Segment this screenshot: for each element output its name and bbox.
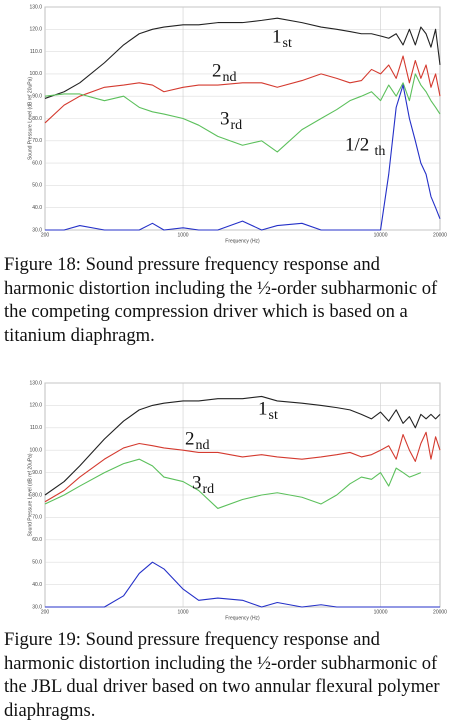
annotation-subscript: rd xyxy=(203,482,215,497)
x-tick-label: 20000 xyxy=(433,232,447,238)
x-axis-label: Frequency (Hz) xyxy=(225,238,260,244)
annotation-subscript: rd xyxy=(231,118,243,133)
y-tick-label: 70.0 xyxy=(32,515,42,521)
y-tick-label: 120.0 xyxy=(29,27,42,33)
x-tick-label: 20000 xyxy=(433,609,447,615)
y-axis-label: Sound Pressure Level (dB ref 20uPa) xyxy=(27,77,33,160)
y-tick-label: 90.0 xyxy=(32,470,42,476)
y-tick-label: 40.0 xyxy=(32,205,42,211)
series-line xyxy=(45,84,441,231)
series-line xyxy=(44,17,441,99)
annotation-text: 1/2 xyxy=(345,134,369,155)
y-tick-label: 70.0 xyxy=(32,138,42,144)
y-tick-label: 100.0 xyxy=(29,71,42,77)
series-line xyxy=(45,561,440,608)
y-tick-label: 30.0 xyxy=(32,227,42,233)
x-tick-label: 1000 xyxy=(177,232,188,238)
annotation: 1/2 th xyxy=(345,134,385,159)
x-tick-label: 1000 xyxy=(177,609,188,615)
annotation-text: 3 xyxy=(220,108,230,129)
x-axis-label: Frequency (Hz) xyxy=(225,615,260,621)
y-tick-label: 110.0 xyxy=(30,425,42,431)
annotation-text: 1 xyxy=(272,26,282,47)
x-tick-label: 200 xyxy=(41,232,50,238)
y-axis-label: Sound Pressure Level (dB ref 20uPa) xyxy=(27,453,33,536)
caption: Figure 19: Sound pressure frequency resp… xyxy=(4,629,440,721)
y-tick-label: 60.0 xyxy=(32,537,42,543)
annotation-subscript: nd xyxy=(196,438,210,453)
annotation-text: 3 xyxy=(192,472,202,493)
y-tick-label: 60.0 xyxy=(32,160,42,166)
series-line xyxy=(44,458,422,509)
series-line xyxy=(44,395,441,496)
y-tick-label: 130.0 xyxy=(29,4,42,10)
y-tick-label: 30.0 xyxy=(32,604,42,610)
x-tick-label: 10000 xyxy=(374,232,388,238)
y-tick-label: 50.0 xyxy=(32,560,42,566)
y-tick-label: 50.0 xyxy=(32,183,42,189)
series-line xyxy=(44,431,441,503)
y-tick-label: 80.0 xyxy=(32,116,42,122)
y-tick-label: 40.0 xyxy=(32,582,42,588)
x-tick-label: 200 xyxy=(41,609,50,615)
y-tick-label: 120.0 xyxy=(29,403,42,409)
annotation-subscript: st xyxy=(283,36,292,51)
annotation-subscript: st xyxy=(269,408,278,423)
y-tick-label: 100.0 xyxy=(29,448,42,454)
annotation-text: 2 xyxy=(185,428,195,449)
x-tick-label: 10000 xyxy=(374,609,388,615)
series-line xyxy=(44,55,441,124)
y-tick-label: 90.0 xyxy=(32,94,42,100)
annotation-text: 2 xyxy=(212,60,222,81)
y-tick-label: 110.0 xyxy=(30,49,42,55)
caption: Figure 18: Sound pressure frequency resp… xyxy=(4,254,438,346)
annotation-text: 1 xyxy=(258,398,268,419)
annotation-subscript: nd xyxy=(223,70,237,85)
y-tick-label: 80.0 xyxy=(32,492,42,498)
series-line xyxy=(44,73,441,153)
y-tick-label: 130.0 xyxy=(29,380,42,386)
annotation-subscript: th xyxy=(375,144,386,159)
